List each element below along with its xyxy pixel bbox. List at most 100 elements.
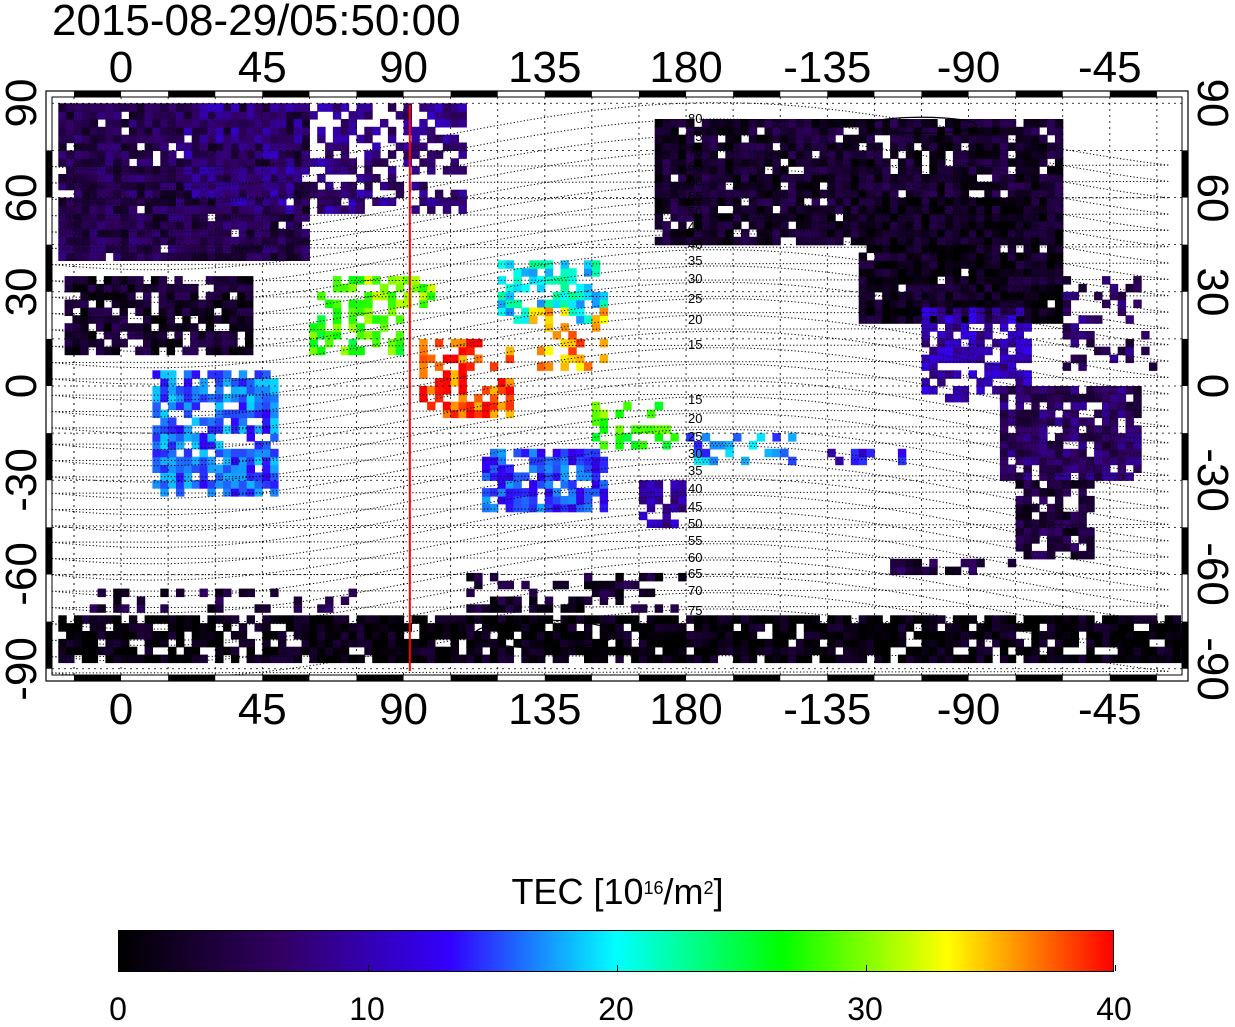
tec-cell [999, 181, 1009, 191]
tec-cell [756, 119, 766, 128]
tec-cell [89, 181, 99, 191]
tec-cell [890, 142, 899, 151]
tec-cell [168, 111, 177, 120]
tec-cell [176, 654, 185, 664]
tec-cell [64, 346, 73, 356]
tec-cell [960, 346, 970, 356]
tec-cell [176, 236, 185, 246]
tec-cell [221, 283, 230, 293]
tec-cell [984, 623, 993, 632]
tec-cell [160, 142, 169, 151]
magnetic-latitude-contour [52, 543, 1170, 614]
tec-cell [921, 623, 930, 632]
tec-cell [254, 488, 263, 497]
tec-cell [230, 488, 240, 497]
tec-cell [576, 448, 585, 458]
tec-cell [984, 299, 993, 309]
tec-cell [74, 126, 83, 136]
tec-cell [191, 189, 201, 199]
tec-cell [301, 244, 310, 254]
tec-cell [1023, 511, 1032, 521]
tec-cell [497, 464, 507, 473]
tec-cell [678, 213, 687, 222]
tec-cell [105, 236, 114, 246]
tec-cell [795, 654, 805, 664]
tec-cell [246, 646, 255, 656]
tec-cell [945, 646, 954, 656]
tec-cell [497, 638, 507, 648]
tec-cell [670, 433, 679, 442]
tec-cell [64, 331, 73, 340]
tec-cell [136, 197, 146, 206]
tec-cell [952, 119, 962, 128]
tec-cell [929, 623, 938, 632]
tec-cell [670, 205, 679, 214]
tec-cell [113, 103, 122, 112]
tec-cell [529, 480, 538, 489]
tec-cell [662, 126, 671, 136]
tec-cell [427, 354, 436, 364]
tec-cell [230, 393, 240, 403]
tec-cell [340, 638, 350, 648]
tec-cell [686, 228, 695, 238]
tec-cell [1047, 236, 1056, 246]
tec-cell [58, 119, 67, 128]
tec-cell [921, 646, 930, 656]
tec-cell [348, 166, 357, 175]
tec-cell [223, 213, 232, 222]
tec-cell [733, 126, 742, 136]
tec-cell [434, 378, 444, 387]
tec-cell [1078, 550, 1087, 560]
tec-cell [160, 134, 169, 144]
tec-cell [591, 401, 601, 411]
tick-right-label: -60 [1188, 542, 1235, 607]
tec-cell [176, 228, 185, 238]
tec-cell [1054, 646, 1064, 656]
tec-cell [1070, 519, 1079, 528]
tec-cell [709, 197, 718, 206]
tec-cell [213, 331, 223, 340]
tec-cell [795, 189, 805, 199]
tec-cell [843, 228, 852, 238]
tec-cell [364, 646, 373, 656]
tec-cell [693, 181, 703, 191]
tec-cell [1023, 181, 1032, 191]
tec-cell [999, 638, 1009, 648]
tec-cell [811, 615, 820, 624]
tec-cell [992, 276, 1001, 285]
tec-cell [97, 236, 106, 246]
tec-cell [1102, 401, 1111, 411]
contour-value-label: 35 [688, 253, 703, 268]
tec-cell [262, 103, 271, 112]
tec-cell [111, 299, 120, 309]
tec-cell [403, 299, 412, 309]
tec-cell [992, 252, 1001, 261]
magnetic-latitude-contour [52, 412, 1170, 483]
tec-cell [458, 346, 467, 356]
tec-cell [764, 654, 773, 664]
tec-cell [1062, 393, 1072, 403]
tec-cell [190, 307, 199, 316]
tec-cell [866, 174, 875, 183]
tec-cell [968, 150, 977, 159]
tec-cell [858, 291, 868, 301]
tec-cell [1070, 631, 1079, 640]
tec-cell [1039, 307, 1048, 316]
tec-cell [795, 228, 805, 238]
tec-cell [992, 181, 1001, 191]
tec-cell [128, 615, 138, 624]
tec-cell [238, 464, 248, 473]
tec-cell [843, 654, 852, 664]
tec-cell [968, 315, 977, 324]
tec-cell [64, 307, 73, 316]
tick-right-label: -90 [1188, 636, 1235, 701]
tec-cell [992, 166, 1001, 175]
tec-cell [66, 174, 75, 183]
tec-cell [1007, 338, 1017, 348]
tec-cell [1141, 638, 1150, 648]
tec-cell [143, 338, 152, 348]
tec-cell [1031, 433, 1040, 442]
tec-cell [270, 181, 279, 191]
tec-cell [843, 189, 852, 199]
tec-cell [984, 283, 993, 293]
